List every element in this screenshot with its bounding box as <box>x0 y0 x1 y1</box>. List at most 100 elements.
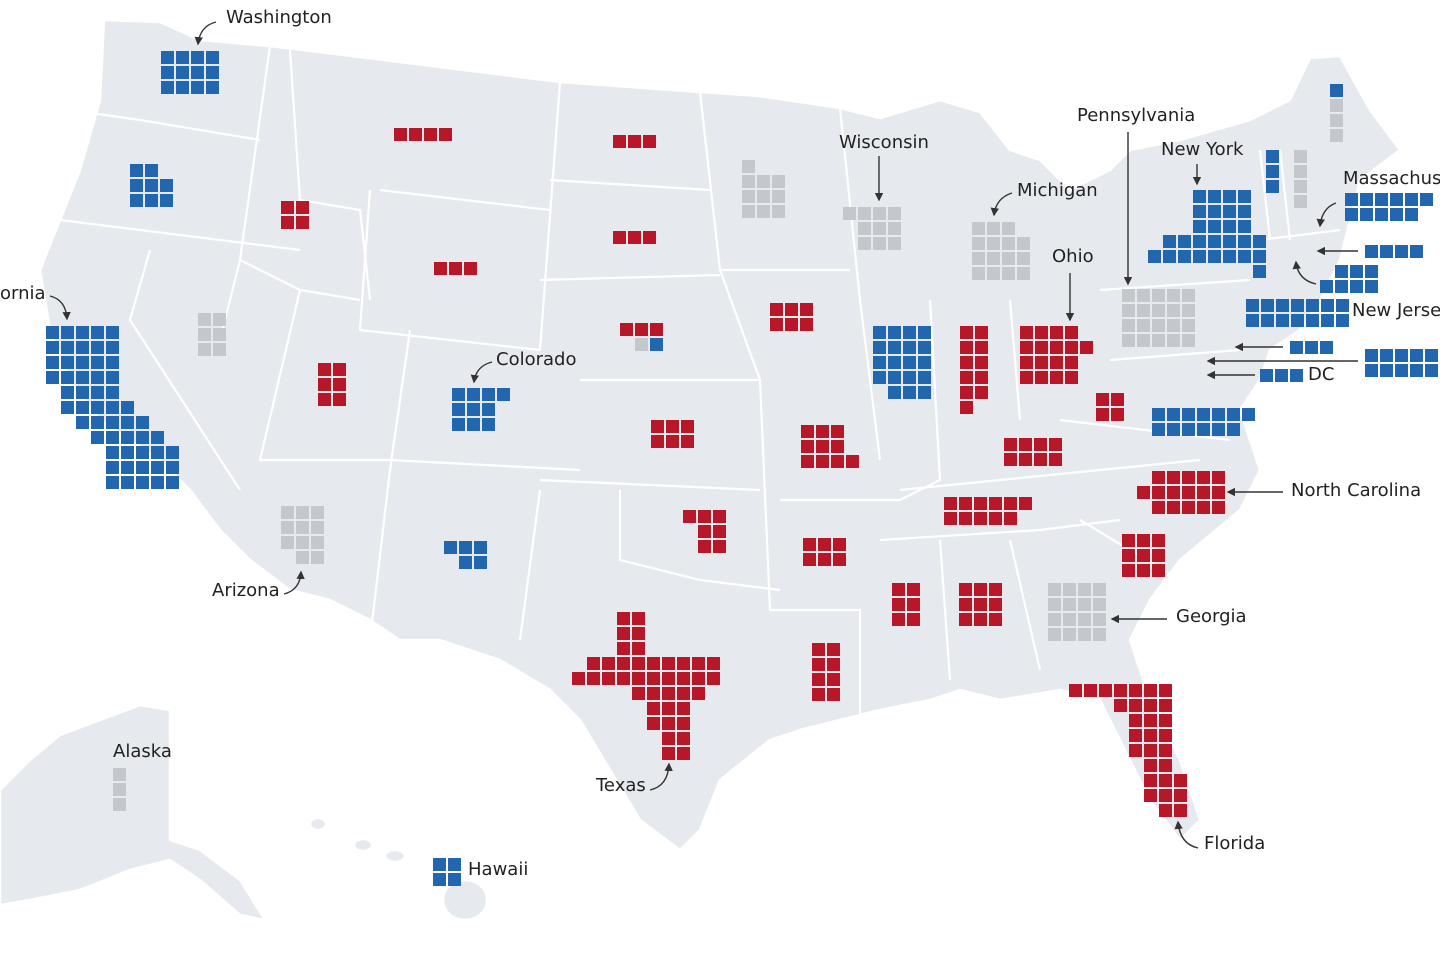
state-label-colorado: Colorado <box>496 349 577 370</box>
electoral-vote-square <box>136 416 149 429</box>
electoral-vote-square <box>632 642 645 655</box>
electoral-vote-square <box>448 873 461 886</box>
electoral-vote-square <box>1227 423 1240 436</box>
electoral-vote-square <box>677 732 690 745</box>
electoral-vote-square <box>1208 235 1221 248</box>
electoral-vote-square <box>161 66 174 79</box>
electoral-vote-square <box>960 356 973 369</box>
electoral-vote-square <box>76 356 89 369</box>
electoral-vote-square <box>106 371 119 384</box>
electoral-vote-square <box>858 222 871 235</box>
electoral-vote-square <box>1049 438 1062 451</box>
electoral-vote-square <box>742 160 755 173</box>
state-label-california: ornia <box>0 283 46 304</box>
electoral-vote-square <box>1405 208 1418 221</box>
electoral-vote-square <box>1144 714 1157 727</box>
electoral-vote-square <box>1212 501 1225 514</box>
electoral-vote-square <box>831 455 844 468</box>
electoral-vote-square <box>311 506 324 519</box>
electoral-vote-square <box>602 672 615 685</box>
electoral-vote-square <box>1137 534 1150 547</box>
electoral-vote-square <box>113 783 126 796</box>
electoral-vote-square <box>1078 613 1091 626</box>
electoral-vote-square <box>106 476 119 489</box>
electoral-vote-square <box>281 506 294 519</box>
electoral-vote-square <box>1335 265 1348 278</box>
electoral-vote-square <box>1261 299 1274 312</box>
electoral-vote-square <box>1019 497 1032 510</box>
electoral-vote-square <box>1395 364 1408 377</box>
electoral-vote-square <box>1078 628 1091 641</box>
electoral-vote-square <box>1365 349 1378 362</box>
electoral-vote-square <box>1182 501 1195 514</box>
electoral-vote-square <box>972 222 985 235</box>
electoral-vote-square <box>960 401 973 414</box>
electoral-vote-square <box>987 222 1000 235</box>
electoral-vote-square <box>677 672 690 685</box>
electoral-vote-square <box>801 455 814 468</box>
electoral-vote-square <box>1321 299 1334 312</box>
electoral-vote-square <box>296 506 309 519</box>
electoral-vote-square <box>681 435 694 448</box>
electoral-vote-square <box>1253 250 1266 263</box>
electoral-vote-square <box>989 613 1002 626</box>
electoral-vote-square <box>892 598 905 611</box>
electoral-vote-square <box>191 81 204 94</box>
electoral-vote-square <box>975 371 988 384</box>
electoral-vote-square <box>474 541 487 554</box>
electoral-vote-square <box>311 536 324 549</box>
electoral-vote-square <box>106 341 119 354</box>
electoral-vote-square <box>106 416 119 429</box>
electoral-vote-square <box>1330 114 1343 127</box>
electoral-vote-square <box>647 717 660 730</box>
electoral-vote-square <box>1002 267 1015 280</box>
state-label-georgia: Georgia <box>1176 606 1247 627</box>
electoral-vote-square <box>959 613 972 626</box>
electoral-vote-square <box>1260 369 1273 382</box>
electoral-vote-square <box>1093 628 1106 641</box>
electoral-vote-square <box>617 627 630 640</box>
electoral-vote-square <box>1152 549 1165 562</box>
electoral-vote-square <box>816 455 829 468</box>
electoral-vote-square <box>311 521 324 534</box>
electoral-vote-square <box>1350 265 1363 278</box>
electoral-vote-square <box>827 673 840 686</box>
electoral-vote-square <box>1420 193 1433 206</box>
electoral-vote-square <box>677 687 690 700</box>
electoral-vote-square <box>191 66 204 79</box>
electoral-vote-square <box>632 612 645 625</box>
electoral-vote-square <box>482 418 495 431</box>
electoral-vote-square <box>482 388 495 401</box>
electoral-vote-square <box>989 497 1002 510</box>
electoral-vote-square <box>827 643 840 656</box>
electoral-vote-square <box>1261 314 1274 327</box>
electoral-vote-square <box>198 343 211 356</box>
electoral-vote-square <box>1276 314 1289 327</box>
electoral-vote-square <box>1223 220 1236 233</box>
electoral-vote-square <box>666 420 679 433</box>
electoral-vote-square <box>113 768 126 781</box>
electoral-vote-square <box>1291 314 1304 327</box>
electoral-vote-square <box>1167 501 1180 514</box>
electoral-vote-square <box>987 267 1000 280</box>
electoral-vote-square <box>333 393 346 406</box>
electoral-vote-square <box>1330 99 1343 112</box>
electoral-vote-square <box>1182 319 1195 332</box>
electoral-vote-square <box>960 386 973 399</box>
electoral-vote-square <box>1350 280 1363 293</box>
electoral-vote-square <box>800 318 813 331</box>
electoral-vote-square <box>452 388 465 401</box>
electoral-vote-square <box>1159 744 1172 757</box>
electoral-vote-square <box>281 521 294 534</box>
electoral-vote-square <box>91 371 104 384</box>
electoral-vote-square <box>960 326 973 339</box>
electoral-vote-square <box>467 418 480 431</box>
electoral-vote-square <box>296 201 309 214</box>
electoral-vote-square <box>1238 220 1251 233</box>
electoral-vote-square <box>106 401 119 414</box>
electoral-vote-square <box>433 873 446 886</box>
electoral-vote-square <box>1345 193 1358 206</box>
electoral-vote-square <box>1002 237 1015 250</box>
electoral-vote-square <box>662 702 675 715</box>
electoral-vote-square <box>651 420 664 433</box>
